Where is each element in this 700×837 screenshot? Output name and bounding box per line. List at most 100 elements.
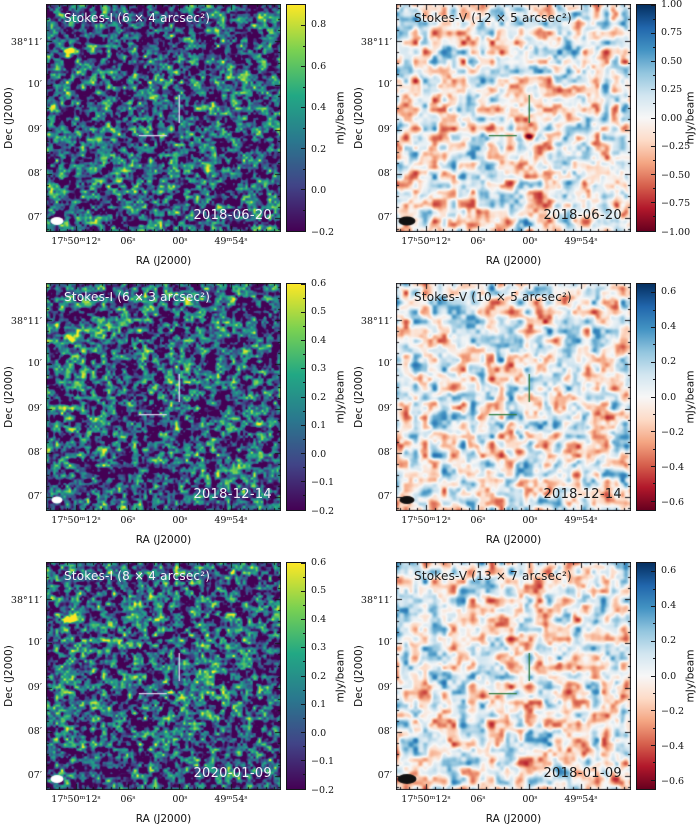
colorbar-tick-mark xyxy=(301,107,305,109)
colorbar-minor-tick-mark xyxy=(303,354,305,356)
colorbar-tick-label: −0.2 xyxy=(311,226,335,238)
colorbar-tick-labels: 0.8 0.6 0.4 0.2 0.0 −0.2 xyxy=(311,4,353,237)
ra-tick-label: 49ᵐ54ˢ xyxy=(214,794,248,805)
observation-date: 2018-12-14 xyxy=(543,487,622,502)
ra-tick-label: 17ʰ50ᵐ12ˢ xyxy=(401,236,451,247)
ra-tick-label: 00ˢ xyxy=(522,794,538,805)
dec-tick-label: 10′ xyxy=(27,79,42,90)
colorbar-tick-mark xyxy=(651,32,655,34)
colorbar-tick-label: −0.2 xyxy=(311,505,335,517)
dec-tick-label: 38°11′ xyxy=(10,595,42,606)
map-panel: Dec (J2000) 38°11′ 10′ 09′ 08′ 07′ Stoke… xyxy=(0,278,350,558)
colorbar-tick-mark xyxy=(651,89,655,91)
colorbar-tick-labels: 0.6 0.5 0.4 0.3 0.2 0.1 0.0 −0.1 −0.2 xyxy=(311,557,353,796)
dec-tick-label: 07′ xyxy=(377,491,392,502)
dec-tick-label: 38°11′ xyxy=(360,316,392,327)
colorbar-minor-tick-mark xyxy=(303,86,305,88)
colorbar-tick-label: 0.0 xyxy=(661,391,677,403)
colorbar-tick-mark xyxy=(651,571,655,573)
colorbar-tick-mark xyxy=(301,703,305,705)
colorbar-minor-tick-mark xyxy=(653,103,655,105)
colorbar-minor-tick-mark xyxy=(653,75,655,77)
colorbar-tick-mark xyxy=(651,61,655,62)
colorbar-tick-mark xyxy=(651,640,655,642)
sky-map: Stokes-I (8 × 4 arcsec²) 2020-01-09 xyxy=(46,562,281,790)
colorbar-tick-mark xyxy=(301,424,305,426)
colorbar-minor-tick-mark xyxy=(653,46,655,48)
sky-map-canvas xyxy=(46,562,281,790)
dec-tick-label: 08′ xyxy=(27,168,42,179)
sky-map: Stokes-I (6 × 4 arcsec²) 2018-06-20 xyxy=(46,4,281,232)
colorbar-minor-tick-mark xyxy=(653,216,655,218)
colorbar xyxy=(286,562,306,790)
colorbar-minor-tick-mark xyxy=(653,131,655,133)
colorbar-tick-label: −0.2 xyxy=(311,784,335,796)
colorbar-tick-label: 0.4 xyxy=(311,334,327,346)
colorbar-tick-label: −0.75 xyxy=(661,198,691,209)
colorbar-tick-label: −0.1 xyxy=(311,756,335,767)
colorbar-tick-label: 0.0 xyxy=(311,448,327,460)
colorbar xyxy=(286,4,306,232)
ra-tick-label: 06ˢ xyxy=(470,794,486,805)
panel-title: Stokes-I (6 × 3 arcsec²) xyxy=(64,290,211,304)
dec-tick-label: 07′ xyxy=(27,212,42,223)
ra-tick-label: 17ʰ50ᵐ12ˢ xyxy=(51,794,101,805)
colorbar-tick-mark xyxy=(301,368,305,370)
ra-tick-label: 06ˢ xyxy=(120,515,136,526)
colorbar-minor-tick-mark xyxy=(653,188,655,190)
sky-map-canvas xyxy=(396,562,631,790)
colorbar-tick-label: −0.2 xyxy=(661,705,685,717)
colorbar-tick-mark xyxy=(301,562,305,564)
colorbar-tick-label: 0.5 xyxy=(311,585,327,596)
dec-tick-label: 38°11′ xyxy=(360,595,392,606)
colorbar-unit-label-text: mJy/beam xyxy=(334,370,347,424)
colorbar-unit-label-text: mJy/beam xyxy=(684,649,697,703)
colorbar-minor-tick-mark xyxy=(303,127,305,129)
dec-tick-label: 08′ xyxy=(377,168,392,179)
ra-axis-label: RA (J2000) xyxy=(485,813,542,825)
sky-map-canvas xyxy=(396,4,631,232)
ra-tick-label: 49ᵐ54ˢ xyxy=(564,794,598,805)
dec-tick-label: 08′ xyxy=(377,726,392,737)
sky-map-canvas xyxy=(46,283,281,511)
observation-date: 2018-12-14 xyxy=(193,487,272,502)
dec-tick-label: 09′ xyxy=(27,403,42,414)
colorbar-minor-tick-mark xyxy=(653,379,655,381)
colorbar-minor-tick-mark xyxy=(653,658,655,660)
colorbar-tick-mark xyxy=(301,66,305,68)
colorbar-tick-label: 0.4 xyxy=(661,321,677,333)
colorbar-tick-label: 0.2 xyxy=(311,143,327,155)
dec-tick-label: 38°11′ xyxy=(10,316,42,327)
colorbar-minor-tick-mark xyxy=(653,18,655,20)
colorbar-tick-label: 0.0 xyxy=(311,185,327,197)
dec-axis-label-text: Dec (J2000) xyxy=(352,645,365,707)
sky-map: Stokes-V (10 × 5 arcsec²) 2018-12-14 xyxy=(396,283,631,511)
colorbar-tick-mark xyxy=(301,340,305,341)
ra-axis-label: RA (J2000) xyxy=(135,813,192,825)
colorbar-unit-label-text: mJy/beam xyxy=(684,91,697,145)
dec-tick-label: 38°11′ xyxy=(10,37,42,48)
colorbar-tick-label: 0.75 xyxy=(661,27,683,38)
colorbar-unit-label: mJy/beam xyxy=(332,562,349,790)
colorbar xyxy=(636,562,656,790)
colorbar-minor-tick-mark xyxy=(303,661,305,663)
colorbar-unit-label: mJy/beam xyxy=(332,283,349,511)
dec-tick-label: 10′ xyxy=(377,637,392,648)
ra-tick-label: 06ˢ xyxy=(470,236,486,247)
colorbar-tick-mark xyxy=(651,500,655,502)
sky-map-canvas xyxy=(46,4,281,232)
colorbar-tick-label: −0.25 xyxy=(661,141,691,152)
colorbar-tick-mark xyxy=(651,710,655,712)
colorbar-tick-label: 0.6 xyxy=(661,565,677,577)
colorbar-tick-label: 0.3 xyxy=(311,642,327,653)
colorbar-tick-mark xyxy=(651,174,655,175)
dec-tick-label: 09′ xyxy=(377,124,392,135)
colorbar-minor-tick-mark xyxy=(303,297,305,299)
dec-axis-label-text: Dec (J2000) xyxy=(352,87,365,149)
colorbar-minor-tick-mark xyxy=(653,588,655,590)
ra-tick-label: 00ˢ xyxy=(172,794,188,805)
colorbar-tick-mark xyxy=(301,396,305,398)
panel-title: Stokes-I (8 × 4 arcsec²) xyxy=(64,569,211,583)
sky-map: Stokes-V (13 × 7 arcsec²) 2018-01-09 xyxy=(396,562,631,790)
